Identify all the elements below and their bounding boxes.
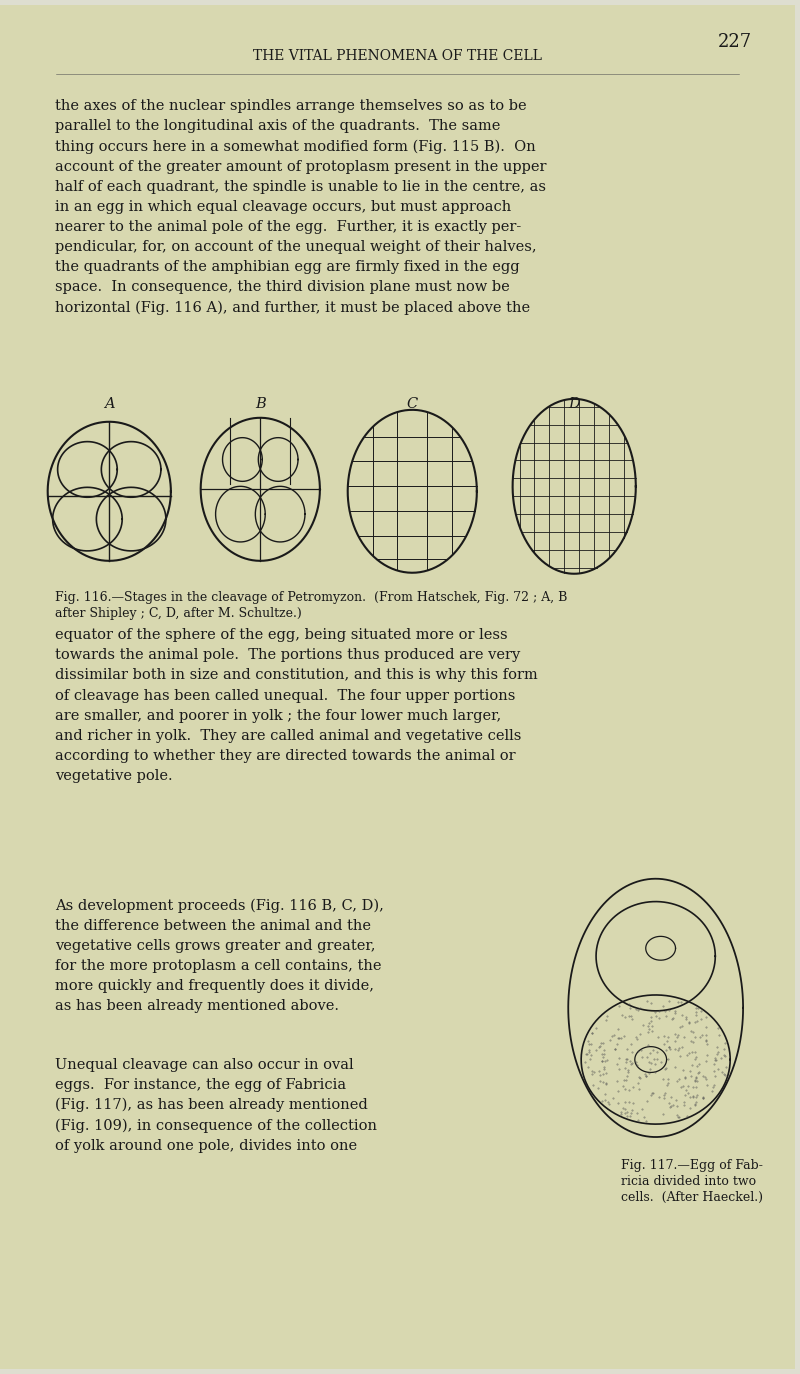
Text: D: D [568,397,580,411]
Text: B: B [255,397,266,411]
Text: after Shipley ; C, D, after M. Schultze.): after Shipley ; C, D, after M. Schultze.… [54,606,302,620]
Text: THE VITAL PHENOMENA OF THE CELL: THE VITAL PHENOMENA OF THE CELL [253,49,542,63]
Text: cells.  (After Haeckel.): cells. (After Haeckel.) [621,1191,763,1204]
Text: A: A [104,397,114,411]
Text: As development proceeds (Fig. 116 B, C, D),
the difference between the animal an: As development proceeds (Fig. 116 B, C, … [54,899,383,1013]
Text: C: C [406,397,418,411]
Text: Fig. 116.—Stages in the cleavage of Petromyzon.  (From Hatschek, Fig. 72 ; A, B: Fig. 116.—Stages in the cleavage of Petr… [54,591,567,603]
Text: the axes of the nuclear spindles arrange themselves so as to be
parallel to the : the axes of the nuclear spindles arrange… [54,99,546,315]
Text: Unequal cleavage can also occur in oval
eggs.  For instance, the egg of Fabricia: Unequal cleavage can also occur in oval … [54,1058,377,1153]
Text: Fig. 117.—Egg of Fab-: Fig. 117.—Egg of Fab- [621,1158,762,1172]
Text: ricia divided into two: ricia divided into two [621,1175,756,1187]
Text: equator of the sphere of the egg, being situated more or less
towards the animal: equator of the sphere of the egg, being … [54,628,538,783]
Text: 227: 227 [718,33,752,51]
